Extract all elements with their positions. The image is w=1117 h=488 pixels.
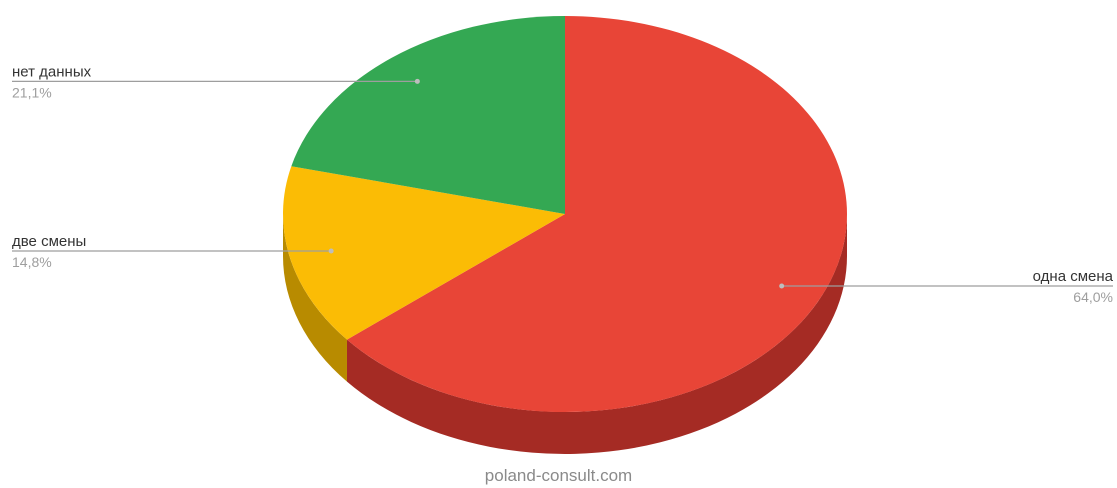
pie-3d-sides — [283, 214, 847, 454]
slice-2-leader-dot — [414, 78, 420, 84]
slice-0-label: одна смена — [1033, 268, 1114, 285]
slice-2[interactable] — [291, 16, 565, 214]
slice-0-leader-dot — [779, 283, 785, 289]
slice-0-value-label: 64,0% — [1073, 289, 1113, 305]
slice-0[interactable] — [346, 16, 848, 412]
slice-1-leader-dot — [328, 248, 334, 254]
slice-1-side — [283, 214, 347, 382]
slice-1-value-label: 14,8% — [12, 254, 52, 270]
slice-2-value-label: 21,1% — [12, 84, 52, 100]
slice-1[interactable] — [283, 166, 565, 340]
watermark-text: poland-consult.com — [484, 466, 633, 485]
pie-slices — [283, 16, 848, 412]
slice-1-label: две смены — [12, 233, 86, 250]
slice-0-side — [346, 214, 847, 454]
slice-2-label: нет данных — [12, 63, 92, 80]
slice-labels: одна смена 64,0% две смены 14,8% нет данных 2… — [12, 63, 1114, 305]
label-leaders — [12, 78, 1113, 289]
